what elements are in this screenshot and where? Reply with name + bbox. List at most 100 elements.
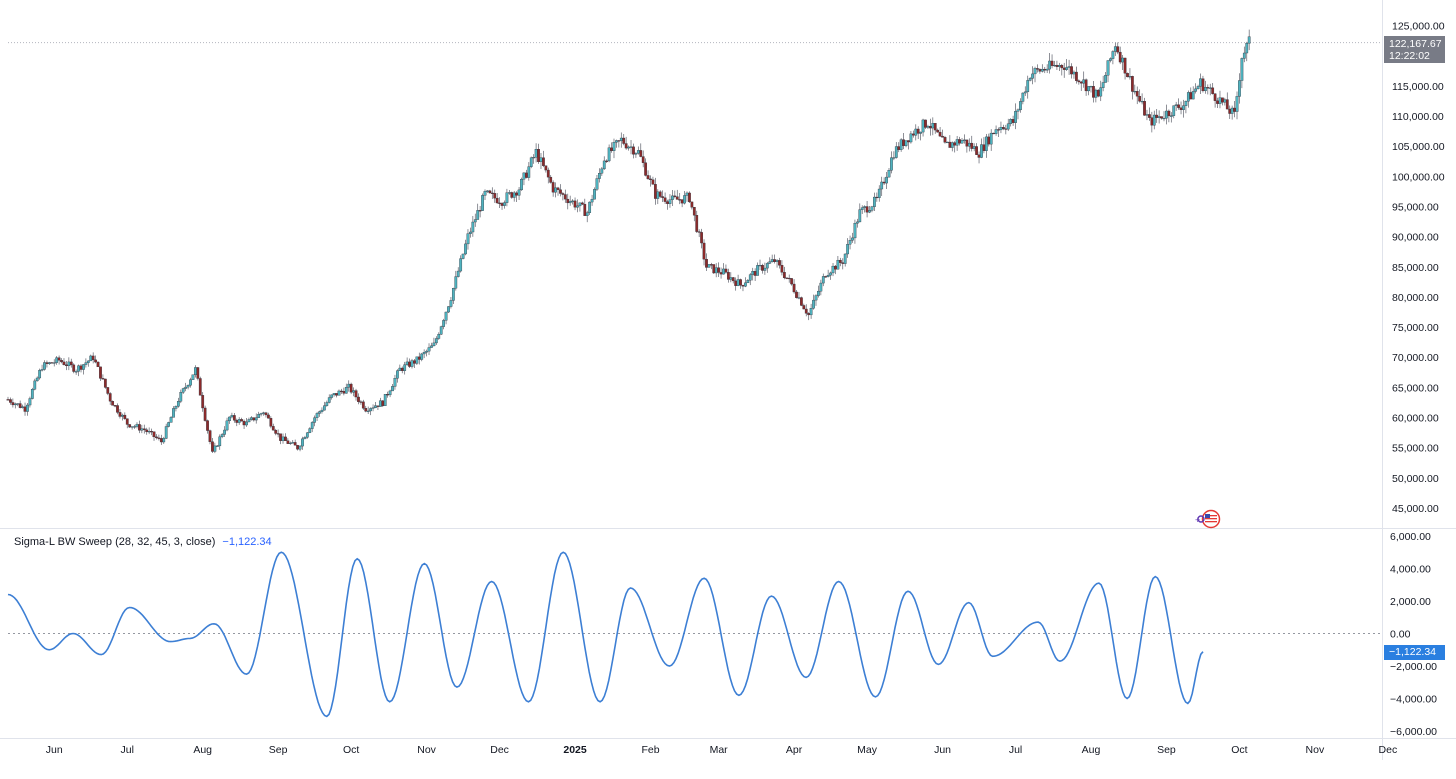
candle	[598, 168, 601, 183]
candle-up-body	[310, 422, 314, 429]
candle-down-body	[992, 132, 996, 135]
candle-down-body	[23, 406, 27, 412]
oscillator-tick-label: 4,000.00	[1390, 564, 1431, 576]
candle	[1040, 64, 1044, 73]
candle	[1126, 72, 1129, 78]
candle-down-body	[242, 420, 246, 426]
candle	[629, 139, 633, 155]
candle-down-body	[911, 133, 915, 136]
candle	[1118, 46, 1122, 65]
candle-up-body	[33, 380, 37, 390]
candle	[1172, 105, 1176, 119]
candle-down-body	[1201, 78, 1205, 92]
candle	[378, 397, 382, 407]
candle-up-body	[230, 415, 234, 418]
candle-down-body	[150, 431, 153, 433]
candle	[1201, 75, 1205, 93]
candle-down-body	[500, 203, 504, 206]
candle	[1094, 88, 1098, 103]
candle	[103, 378, 107, 389]
candle	[191, 374, 195, 380]
candle	[215, 445, 219, 447]
candle-down-body	[488, 190, 492, 194]
candle	[383, 394, 387, 406]
candle	[198, 376, 202, 396]
candle-up-body	[1104, 75, 1107, 83]
candle	[40, 364, 44, 372]
candle-up-body	[539, 157, 543, 163]
candle	[249, 416, 253, 421]
candle	[240, 417, 244, 422]
candle-down-body	[663, 197, 667, 202]
candle-up-body	[1065, 67, 1069, 70]
candle-down-body	[646, 175, 650, 180]
candle	[583, 198, 587, 216]
candle-down-body	[267, 414, 270, 419]
candle	[1079, 80, 1083, 91]
candle	[1138, 89, 1142, 103]
oscillator-value-tag: −1,122.34	[1384, 645, 1445, 660]
candle	[627, 145, 630, 151]
candle-up-body	[444, 311, 448, 321]
us-flag-event-icon[interactable]: +	[1192, 509, 1222, 529]
candle-down-body	[731, 277, 735, 282]
candle-up-body	[1040, 68, 1044, 72]
candle	[430, 342, 433, 348]
candle	[228, 416, 231, 424]
candle-up-body	[473, 219, 477, 223]
candle	[303, 435, 307, 440]
candle-down-body	[958, 139, 961, 144]
candle	[38, 368, 42, 380]
candle	[970, 135, 974, 152]
candle	[476, 203, 480, 220]
candle	[111, 400, 115, 406]
candle-up-body	[863, 206, 867, 208]
candle-down-body	[1189, 92, 1193, 100]
candle	[181, 387, 185, 394]
candle-up-body	[247, 419, 251, 423]
candle-up-body	[926, 125, 930, 128]
candle-up-body	[1199, 78, 1202, 87]
candle	[790, 278, 794, 286]
candle	[722, 263, 725, 275]
price-tick-label: 75,000.00	[1392, 322, 1439, 334]
indicator-legend[interactable]: Sigma-L BW Sweep (28, 32, 45, 3, close) …	[14, 536, 272, 548]
candle-up-body	[454, 276, 458, 289]
candle	[186, 384, 190, 390]
candle-down-body	[792, 283, 796, 293]
candle-up-body	[378, 400, 382, 407]
candle-down-body	[563, 194, 567, 200]
price-tick-label: 105,000.00	[1392, 141, 1445, 153]
candle-up-body	[313, 417, 317, 423]
candle	[877, 185, 881, 202]
candle	[731, 277, 735, 284]
candle	[252, 417, 256, 422]
candle-down-body	[807, 313, 811, 316]
candle-up-body	[770, 259, 774, 262]
candle-up-body	[598, 173, 601, 179]
candle	[1109, 57, 1112, 63]
candle-down-body	[1138, 96, 1142, 102]
candle-up-body	[817, 290, 820, 296]
candle	[1057, 62, 1061, 71]
candle-down-body	[364, 408, 368, 412]
candle	[50, 362, 54, 364]
candle-up-body	[189, 379, 192, 386]
candle	[807, 312, 811, 321]
candle-up-body	[1089, 86, 1093, 88]
candle-up-body	[534, 149, 538, 158]
candle-up-body	[26, 404, 29, 412]
candle	[926, 124, 930, 129]
candle-down-body	[865, 206, 869, 213]
candle	[580, 201, 584, 206]
candle	[705, 253, 708, 271]
candle-down-body	[1216, 100, 1219, 104]
candle-up-body	[751, 271, 755, 275]
candle	[447, 306, 450, 313]
candle	[254, 413, 258, 424]
candle-down-body	[916, 128, 920, 134]
candle	[758, 259, 762, 270]
candle	[262, 411, 265, 416]
